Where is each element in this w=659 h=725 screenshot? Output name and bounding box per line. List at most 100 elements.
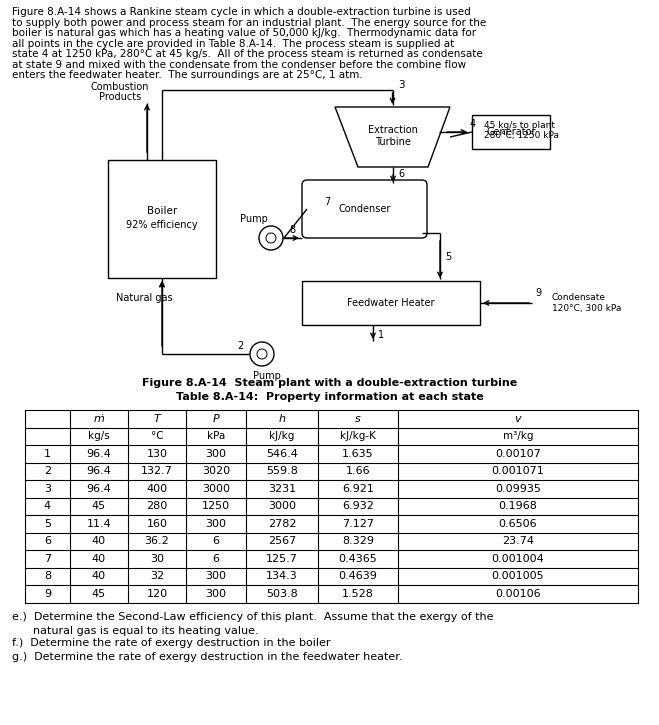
Text: 1250: 1250 bbox=[202, 501, 230, 511]
Text: 0.09935: 0.09935 bbox=[495, 484, 541, 494]
Text: 36.2: 36.2 bbox=[144, 536, 169, 546]
Text: 300: 300 bbox=[206, 519, 227, 529]
Text: 4: 4 bbox=[470, 119, 476, 129]
Text: 280°C, 1250 kPa: 280°C, 1250 kPa bbox=[484, 130, 559, 139]
Text: 3: 3 bbox=[44, 484, 51, 494]
Text: 132.7: 132.7 bbox=[141, 466, 173, 476]
Text: m³/kg: m³/kg bbox=[503, 431, 533, 442]
Text: P: P bbox=[213, 414, 219, 423]
Text: 45: 45 bbox=[92, 501, 106, 511]
Text: 40: 40 bbox=[92, 536, 106, 546]
Text: 30: 30 bbox=[150, 554, 164, 564]
Text: 2: 2 bbox=[44, 466, 51, 476]
Text: 0.001004: 0.001004 bbox=[492, 554, 544, 564]
Text: 0.00106: 0.00106 bbox=[495, 589, 541, 599]
Text: 300: 300 bbox=[206, 589, 227, 599]
Text: Pump: Pump bbox=[253, 371, 281, 381]
Text: 3000: 3000 bbox=[202, 484, 230, 494]
Text: 6: 6 bbox=[44, 536, 51, 546]
Text: g.)  Determine the rate of exergy destruction in the feedwater heater.: g.) Determine the rate of exergy destruc… bbox=[12, 652, 403, 661]
Text: 503.8: 503.8 bbox=[266, 589, 298, 599]
Text: 40: 40 bbox=[92, 554, 106, 564]
Text: 0.6506: 0.6506 bbox=[499, 519, 537, 529]
Text: 3231: 3231 bbox=[268, 484, 296, 494]
Text: 1.66: 1.66 bbox=[346, 466, 370, 476]
Text: °C: °C bbox=[151, 431, 163, 442]
Text: 6.921: 6.921 bbox=[342, 484, 374, 494]
Text: 300: 300 bbox=[206, 571, 227, 581]
Text: to supply both power and process steam for an industrial plant.  The energy sour: to supply both power and process steam f… bbox=[12, 17, 486, 28]
Text: 1: 1 bbox=[44, 449, 51, 459]
Text: v: v bbox=[515, 414, 521, 423]
Text: 8: 8 bbox=[44, 571, 51, 581]
Text: Generator: Generator bbox=[486, 127, 536, 137]
Text: enters the feedwater heater.  The surroundings are at 25°C, 1 atm.: enters the feedwater heater. The surroun… bbox=[12, 70, 362, 80]
Text: 120: 120 bbox=[146, 589, 167, 599]
Text: 5: 5 bbox=[44, 519, 51, 529]
Text: 7.127: 7.127 bbox=[342, 519, 374, 529]
Text: 5: 5 bbox=[445, 252, 451, 262]
Circle shape bbox=[257, 349, 267, 359]
Circle shape bbox=[266, 233, 276, 243]
Text: 96.4: 96.4 bbox=[86, 484, 111, 494]
Text: 0.00107: 0.00107 bbox=[495, 449, 541, 459]
Text: 1: 1 bbox=[378, 330, 384, 340]
Text: 7: 7 bbox=[44, 554, 51, 564]
Text: Figure 8.A-14  Steam plant with a double-extraction turbine: Figure 8.A-14 Steam plant with a double-… bbox=[142, 378, 517, 388]
Text: 134.3: 134.3 bbox=[266, 571, 298, 581]
Text: 96.4: 96.4 bbox=[86, 466, 111, 476]
Text: 9: 9 bbox=[535, 288, 541, 298]
Text: Pump: Pump bbox=[240, 214, 268, 224]
Text: at state 9 and mixed with the condensate from the condenser before the combine f: at state 9 and mixed with the condensate… bbox=[12, 59, 466, 70]
Bar bbox=[472, 115, 550, 149]
Text: T: T bbox=[154, 414, 160, 423]
Bar bbox=[108, 160, 216, 278]
Text: 3: 3 bbox=[399, 80, 405, 90]
Text: natural gas is equal to its heating value.: natural gas is equal to its heating valu… bbox=[12, 626, 258, 636]
Text: Turbine: Turbine bbox=[374, 137, 411, 147]
Text: 6: 6 bbox=[398, 169, 404, 179]
Text: 3000: 3000 bbox=[268, 501, 296, 511]
Text: 23.74: 23.74 bbox=[502, 536, 534, 546]
Text: 2: 2 bbox=[238, 341, 244, 351]
Polygon shape bbox=[335, 107, 450, 167]
Text: Combustion: Combustion bbox=[91, 82, 149, 92]
Bar bbox=[302, 281, 480, 325]
Circle shape bbox=[250, 342, 274, 366]
Text: f.)  Determine the rate of exergy destruction in the boiler: f.) Determine the rate of exergy destruc… bbox=[12, 639, 331, 648]
Text: 3020: 3020 bbox=[202, 466, 230, 476]
Text: 6: 6 bbox=[212, 536, 219, 546]
Text: Table 8.A-14:  Property information at each state: Table 8.A-14: Property information at ea… bbox=[176, 392, 484, 402]
Text: Boiler: Boiler bbox=[147, 206, 177, 216]
Text: 6.932: 6.932 bbox=[342, 501, 374, 511]
Text: e.)  Determine the Second-Law efficiency of this plant.  Assume that the exergy : e.) Determine the Second-Law efficiency … bbox=[12, 613, 494, 623]
Text: 130: 130 bbox=[146, 449, 167, 459]
Text: 300: 300 bbox=[206, 449, 227, 459]
Text: 0.001005: 0.001005 bbox=[492, 571, 544, 581]
Text: 2782: 2782 bbox=[268, 519, 297, 529]
Text: 4: 4 bbox=[44, 501, 51, 511]
Text: 0.4365: 0.4365 bbox=[339, 554, 378, 564]
Text: 8.329: 8.329 bbox=[342, 536, 374, 546]
Text: 45 kg/s to plant: 45 kg/s to plant bbox=[484, 120, 555, 130]
Text: Figure 8.A-14 shows a Rankine steam cycle in which a double-extraction turbine i: Figure 8.A-14 shows a Rankine steam cycl… bbox=[12, 7, 471, 17]
Text: 1.635: 1.635 bbox=[342, 449, 374, 459]
Text: 400: 400 bbox=[146, 484, 167, 494]
Text: 125.7: 125.7 bbox=[266, 554, 298, 564]
Text: 7: 7 bbox=[324, 197, 330, 207]
Text: kJ/kg: kJ/kg bbox=[270, 431, 295, 442]
Text: Natural gas: Natural gas bbox=[116, 293, 173, 303]
Text: 0.4639: 0.4639 bbox=[339, 571, 378, 581]
Text: Condenser: Condenser bbox=[338, 204, 391, 214]
Text: Condensate: Condensate bbox=[552, 292, 606, 302]
Text: 0.1968: 0.1968 bbox=[499, 501, 538, 511]
Text: 11.4: 11.4 bbox=[86, 519, 111, 529]
Text: kg/s: kg/s bbox=[88, 431, 110, 442]
Text: 1.528: 1.528 bbox=[342, 589, 374, 599]
Text: kPa: kPa bbox=[207, 431, 225, 442]
Text: 45: 45 bbox=[92, 589, 106, 599]
Text: Products: Products bbox=[99, 92, 141, 102]
Text: boiler is natural gas which has a heating value of 50,000 kJ/kg.  Thermodynamic : boiler is natural gas which has a heatin… bbox=[12, 28, 476, 38]
Text: 0.001071: 0.001071 bbox=[492, 466, 544, 476]
Text: 9: 9 bbox=[44, 589, 51, 599]
